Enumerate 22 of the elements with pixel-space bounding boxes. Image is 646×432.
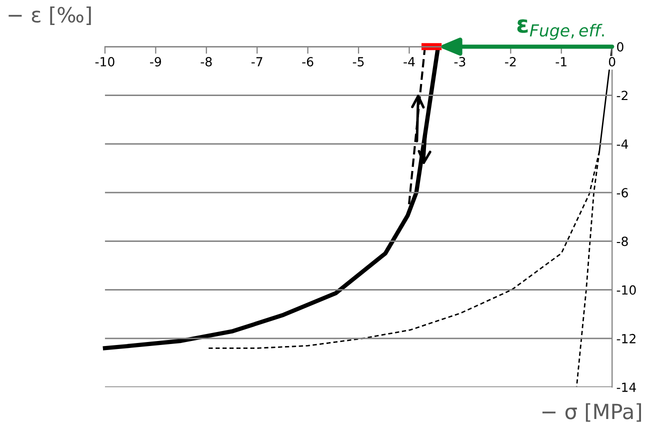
x-tick-label: -2 [505, 57, 516, 66]
y-tick-label: -10 [616, 285, 636, 295]
annotation: ε$_{Fuge,eff.}$ [517, 19, 604, 40]
y-tick-label: -14 [616, 382, 636, 392]
x-tick-label: -4 [404, 57, 415, 66]
y-axis-title: − ε [‰] [8, 6, 91, 26]
x-tick-label: -10 [95, 57, 114, 66]
x-tick-label: -3 [454, 57, 466, 66]
x-tick-label: -9 [150, 57, 162, 66]
y-tick-label: -6 [616, 188, 628, 198]
y-tick-label: 0 [617, 42, 624, 52]
x-tick-label: -6 [302, 57, 314, 66]
y-tick-label: -8 [616, 236, 628, 246]
x-axis-title: − σ [MPa] [542, 403, 641, 422]
x-tick-label: -7 [251, 57, 262, 66]
x-tick-label: -5 [352, 57, 364, 66]
y-tick-label: -4 [616, 140, 628, 149]
y-tick-label: -12 [616, 334, 636, 344]
x-tick-label: -8 [200, 57, 212, 66]
y-tick-label: -2 [616, 90, 628, 100]
x-tick-label: 0 [608, 57, 616, 66]
x-tick-label: -1 [556, 57, 566, 66]
